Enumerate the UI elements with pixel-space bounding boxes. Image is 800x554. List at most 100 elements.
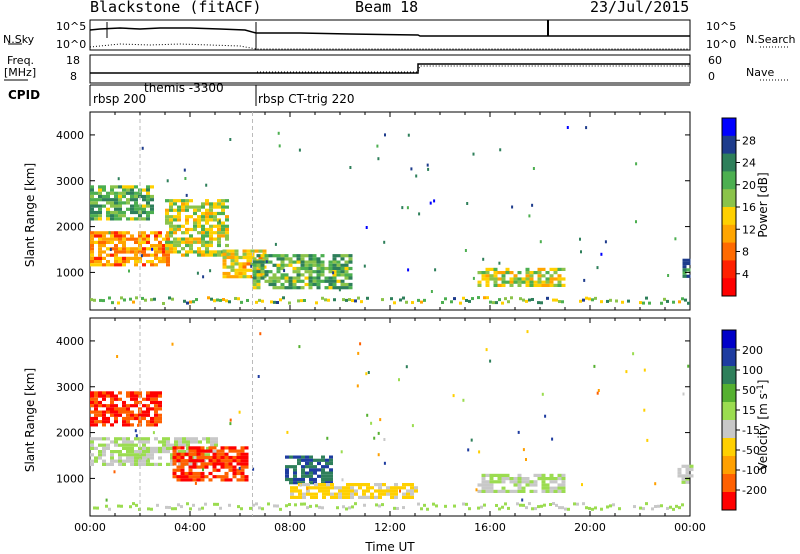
velocity-cell [114, 440, 118, 444]
velocity-ylabel: Slant Range [km] [23, 368, 37, 472]
velocity-cell [170, 459, 174, 463]
power-cell [114, 260, 118, 264]
power-cell [102, 244, 106, 248]
velocity-ground-scatter [591, 507, 594, 511]
velocity-ground-scatter [522, 503, 525, 507]
power-cell [169, 199, 173, 203]
power-colorbar-swatch [722, 224, 736, 244]
power-cell [146, 201, 150, 205]
power-cell [682, 258, 687, 262]
velocity-cell [192, 465, 197, 469]
power-ground-scatter [552, 298, 555, 302]
velocity-ground-scatter [465, 502, 468, 506]
power-colorbar-tick-label: 16 [742, 201, 756, 214]
power-cell [320, 270, 325, 274]
velocity-ground-scatter [576, 502, 579, 506]
velocity-colorbar-tick-label: 100 [742, 364, 763, 377]
power-cell [509, 283, 514, 287]
velocity-ground-scatter [393, 506, 396, 510]
velocity-speck [194, 481, 197, 485]
power-cell [264, 279, 269, 283]
power-cell [209, 202, 213, 206]
power-ground-scatter [453, 297, 456, 301]
power-cell [332, 257, 337, 261]
power-cell [118, 214, 122, 218]
velocity-cell [102, 459, 106, 463]
velocity-cell [118, 443, 122, 447]
power-cell [189, 237, 193, 241]
velocity-ground-scatter [402, 506, 405, 510]
velocity-cell [481, 477, 486, 481]
velocity-ground-scatter [135, 503, 138, 507]
power-cell [165, 211, 169, 216]
power-cell [304, 276, 309, 280]
power-cell [213, 250, 217, 254]
power-cell [549, 280, 554, 284]
power-cell [256, 286, 261, 290]
velocity-cell [110, 391, 114, 395]
power-cell [173, 218, 177, 222]
power-ytick-label: 3000 [56, 175, 84, 188]
velocity-cell [130, 450, 134, 454]
velocity-cell [513, 483, 518, 487]
power-cell [98, 237, 102, 241]
power-cell [320, 279, 325, 283]
velocity-cell [390, 495, 394, 499]
power-cell [189, 247, 193, 251]
power-cell [284, 273, 289, 277]
power-cell [260, 263, 265, 267]
power-cell [336, 273, 341, 277]
power-ground-scatter [225, 299, 228, 303]
velocity-cell [301, 477, 305, 482]
velocity-cell [150, 462, 154, 466]
power-cell [169, 231, 173, 235]
velocity-cell [204, 449, 209, 453]
velocity-ground-scatter [165, 505, 168, 509]
velocity-cell [146, 397, 150, 401]
velocity-cell [685, 467, 690, 472]
velocity-speck [306, 487, 309, 491]
power-speck [218, 219, 221, 223]
velocity-cell [146, 453, 150, 457]
velocity-cell [306, 489, 310, 493]
power-cell [146, 198, 150, 202]
velocity-cell [330, 483, 334, 487]
cpid-segment-3: rbsp CT-trig 220 [258, 92, 355, 106]
power-cell [332, 282, 337, 287]
velocity-cell [329, 474, 333, 478]
power-ground-scatter [327, 298, 330, 302]
power-cell [477, 280, 482, 284]
velocity-ground-scatter [303, 502, 306, 506]
power-ground-scatter [303, 299, 306, 303]
power-cell [94, 263, 98, 267]
velocity-cell [122, 462, 126, 466]
velocity-cell [114, 443, 118, 447]
velocity-cell [180, 468, 185, 472]
velocity-colorbar-swatch [722, 330, 736, 349]
velocity-frame [89, 317, 691, 517]
power-ground-scatter [150, 298, 153, 302]
velocity-cell [114, 450, 118, 454]
velocity-cell [182, 440, 186, 444]
velocity-cell [114, 420, 118, 424]
power-cell [122, 237, 126, 241]
velocity-ytick-label: 2000 [56, 427, 84, 440]
power-cell [118, 217, 122, 221]
velocity-cell [346, 495, 350, 499]
velocity-cell [172, 455, 177, 460]
velocity-cell [244, 452, 249, 456]
power-cell [252, 263, 257, 267]
velocity-cell [150, 394, 154, 398]
velocity-ground-scatter [171, 507, 174, 511]
velocity-cell [196, 478, 201, 482]
velocity-speck [373, 436, 376, 440]
velocity-cell [142, 410, 146, 414]
power-cell [517, 277, 522, 281]
power-cell [177, 215, 181, 219]
power-cell [106, 217, 110, 221]
power-cell [114, 198, 118, 202]
velocity-cell [166, 437, 170, 441]
power-cell [126, 237, 130, 241]
velocity-cell [477, 483, 482, 487]
power-cell [533, 283, 538, 287]
